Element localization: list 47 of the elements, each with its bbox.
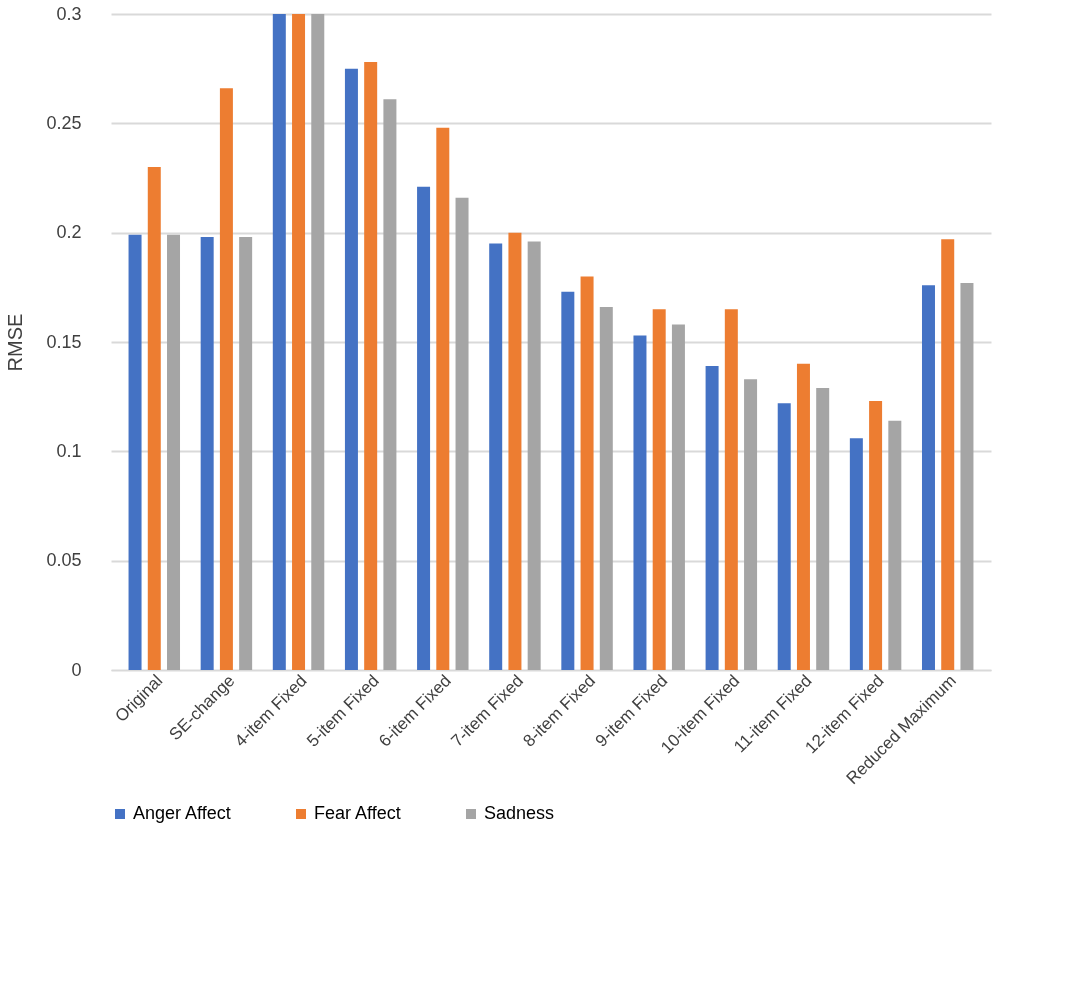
y-tick-label: 0.3 [56, 3, 82, 24]
y-tick-label: 0.1 [56, 440, 82, 461]
bar [364, 62, 378, 670]
legend-label: Sadness [484, 803, 555, 823]
y-tick-label: 0.2 [56, 222, 82, 243]
bar [455, 197, 469, 670]
y-axis-title: RMSE [4, 313, 27, 372]
bar [888, 420, 902, 670]
bar [239, 237, 253, 670]
bar [816, 387, 830, 670]
bar [869, 401, 883, 670]
legend-label: Fear Affect [314, 803, 401, 823]
bar [383, 99, 397, 670]
bar [599, 307, 613, 670]
bar [128, 234, 142, 670]
bar [436, 127, 450, 670]
bar [417, 186, 431, 670]
bar [652, 309, 666, 670]
bar [796, 363, 810, 670]
bar [671, 324, 685, 670]
bar [219, 88, 233, 670]
bar [272, 14, 286, 670]
y-tick-label: 0.15 [46, 331, 82, 352]
y-tick-label: 0.05 [46, 550, 82, 571]
bar [527, 241, 541, 670]
bar [777, 403, 791, 670]
y-tick-label: 0.25 [46, 112, 82, 133]
bar [344, 68, 358, 670]
bar [921, 285, 935, 670]
bar [724, 309, 738, 670]
bar [960, 282, 974, 670]
bar [489, 243, 503, 670]
bar [508, 232, 522, 670]
bar [561, 291, 575, 670]
bar [849, 438, 863, 670]
legend-label: Anger Affect [133, 803, 231, 823]
bar [147, 167, 161, 670]
y-tick-label: 0 [71, 659, 82, 680]
bar [941, 239, 955, 670]
bar [200, 237, 214, 670]
bar [744, 379, 758, 670]
bar [311, 14, 325, 670]
bar [580, 276, 594, 670]
bar [633, 335, 647, 670]
bar [705, 366, 719, 670]
bar [167, 234, 181, 670]
bar [292, 14, 306, 670]
